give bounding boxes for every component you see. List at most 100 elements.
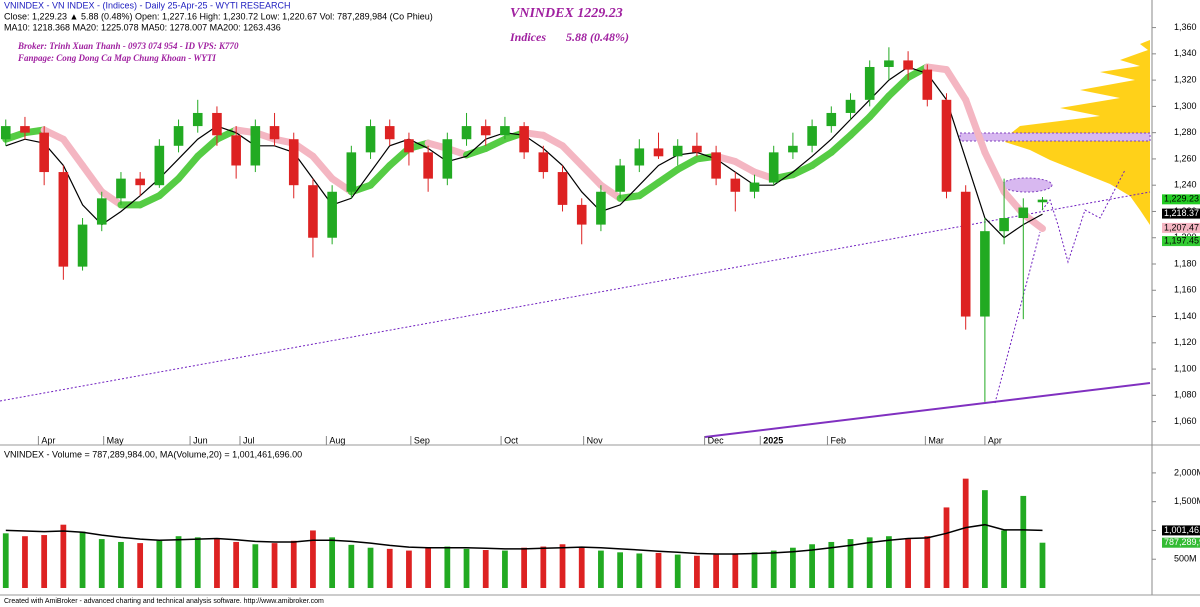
ma-ribbon bbox=[942, 66, 970, 104]
volume-bar bbox=[521, 547, 528, 588]
volume-bar bbox=[809, 544, 815, 588]
x-tick-label: Mar bbox=[928, 435, 944, 445]
fanpage: Fanpage: Cong Dong Ca Map Chung Khoan - … bbox=[17, 53, 216, 63]
header-ma: MA10: 1218.368 MA20: 1225.078 MA50: 1278… bbox=[4, 22, 281, 32]
volume-bar bbox=[175, 536, 182, 588]
ma-ribbon bbox=[367, 161, 394, 189]
y-tick-label: 1,300 bbox=[1174, 101, 1197, 111]
volume-tag bbox=[1162, 537, 1200, 548]
resistance-zone bbox=[959, 132, 1151, 142]
ma-ribbon bbox=[539, 131, 567, 150]
candle-body bbox=[692, 145, 702, 153]
target-ellipse bbox=[1001, 177, 1053, 193]
volume-bar bbox=[79, 531, 86, 588]
indices-change: 5.88 (0.48%) bbox=[566, 30, 629, 44]
x-tick-label: Apr bbox=[988, 435, 1002, 445]
y-tick-label: 1,340 bbox=[1174, 48, 1197, 58]
ma-ribbon bbox=[578, 161, 605, 189]
volume-bar bbox=[156, 540, 163, 588]
volume-bar bbox=[866, 537, 873, 588]
candle-body bbox=[461, 126, 472, 140]
candle-body bbox=[999, 218, 1009, 232]
volume-bar bbox=[924, 536, 931, 588]
volume-bar bbox=[770, 550, 777, 588]
x-tick-label: 2025 bbox=[763, 435, 783, 445]
volume-bar bbox=[1020, 495, 1027, 588]
candle-body bbox=[500, 126, 510, 136]
candle-body bbox=[672, 145, 683, 157]
ma-ribbon bbox=[597, 181, 624, 202]
volume-y-tick-label: 2,000M bbox=[1174, 467, 1200, 477]
trend-line bbox=[994, 231, 1041, 404]
forecast-path bbox=[1041, 169, 1126, 264]
broker: Broker: Trinh Xuan Thanh - 0973 074 954 … bbox=[17, 41, 239, 51]
volume-bar bbox=[943, 507, 950, 588]
y-tick-label: 1,060 bbox=[1174, 416, 1197, 426]
y-tick-label: 1,240 bbox=[1174, 180, 1197, 190]
y-tick-label: 1,080 bbox=[1174, 390, 1197, 400]
volume-bar bbox=[41, 535, 48, 588]
ma-ribbon bbox=[482, 135, 509, 152]
volume-bar bbox=[98, 539, 105, 588]
candle-body bbox=[1018, 207, 1029, 219]
candle-body bbox=[615, 165, 625, 192]
price-tag bbox=[1162, 208, 1200, 219]
volume-bar bbox=[233, 541, 240, 588]
candle-body bbox=[634, 148, 645, 166]
volume-bar bbox=[310, 530, 316, 588]
volume-y-tick-label: 1,500M bbox=[1174, 496, 1200, 506]
candle-body bbox=[826, 112, 837, 127]
volume-bar bbox=[905, 539, 911, 588]
candle-body bbox=[903, 60, 913, 70]
volume-bar bbox=[118, 541, 124, 588]
price-tag-label: 1,197.45 bbox=[1164, 235, 1199, 245]
volume-bar bbox=[559, 544, 566, 588]
candle-body bbox=[480, 126, 491, 136]
ma-ribbon bbox=[40, 126, 67, 143]
y-tick-label: 1,160 bbox=[1174, 285, 1197, 295]
price-tag-label: 1,229.23 bbox=[1164, 194, 1199, 204]
volume-bar bbox=[847, 539, 854, 588]
volume-bar bbox=[60, 524, 67, 588]
ma-ribbon bbox=[981, 148, 1008, 196]
candle-body bbox=[269, 126, 280, 140]
price-tag bbox=[1162, 194, 1200, 205]
candle-body bbox=[346, 152, 357, 192]
candle-body bbox=[884, 60, 894, 67]
x-tick-label: Apr bbox=[41, 435, 55, 445]
volume-bar bbox=[137, 543, 144, 588]
volume-tag bbox=[1162, 525, 1200, 536]
candle-body bbox=[173, 126, 184, 146]
ma-ribbon bbox=[155, 175, 183, 200]
volume-bar bbox=[406, 550, 412, 588]
candle-body bbox=[58, 172, 69, 267]
volume-bar bbox=[828, 541, 835, 588]
volume-bar bbox=[2, 533, 9, 588]
candle-body bbox=[711, 152, 721, 179]
volume-tag-label: 787,289,9 bbox=[1164, 537, 1200, 547]
footer: Created with AmiBroker - advanced charti… bbox=[4, 598, 324, 605]
price-tag-label: 1,207.47 bbox=[1164, 222, 1199, 232]
ma-ribbon bbox=[194, 135, 221, 160]
ma-ribbon bbox=[309, 152, 336, 183]
candle-body bbox=[20, 126, 30, 133]
ma-ribbon bbox=[136, 192, 163, 209]
y-tick-label: 1,100 bbox=[1174, 363, 1197, 373]
candle-body bbox=[327, 191, 337, 238]
candle-body bbox=[288, 139, 299, 186]
x-tick-label: May bbox=[107, 435, 125, 445]
header-title: VNINDEX - VN INDEX - (Indices) - Daily 2… bbox=[4, 0, 291, 10]
y-tick-label: 1,140 bbox=[1174, 311, 1197, 321]
candle-body bbox=[442, 139, 453, 179]
ma-ribbon bbox=[635, 179, 663, 200]
x-tick-label: Aug bbox=[329, 435, 345, 445]
ma-ribbon bbox=[885, 73, 912, 100]
candle-body bbox=[807, 126, 817, 146]
volume-bar bbox=[482, 550, 489, 588]
candle-body bbox=[116, 178, 126, 199]
candle-body bbox=[749, 182, 760, 192]
ma-ribbon bbox=[98, 188, 125, 209]
candle-body bbox=[557, 172, 568, 205]
candle-body bbox=[788, 145, 798, 153]
